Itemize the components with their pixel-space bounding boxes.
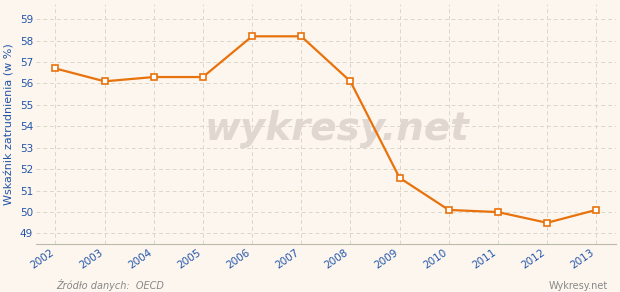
Y-axis label: Wskaźnik zatrudnienia (w %): Wskaźnik zatrudnienia (w %) <box>4 43 14 205</box>
Text: Źródło danych:  OECD: Źródło danych: OECD <box>56 279 164 291</box>
Text: wykresy.net: wykresy.net <box>205 110 470 148</box>
Text: Wykresy.net: Wykresy.net <box>548 281 608 291</box>
